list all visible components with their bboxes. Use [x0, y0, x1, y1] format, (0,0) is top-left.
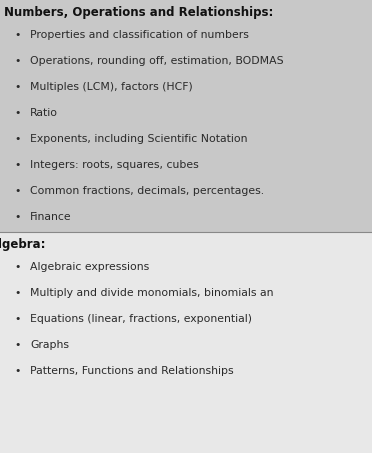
Text: Exponents, including Scientific Notation: Exponents, including Scientific Notation — [30, 134, 247, 144]
Text: Multiples (LCM), factors (HCF): Multiples (LCM), factors (HCF) — [30, 82, 193, 92]
Text: Common fractions, decimals, percentages.: Common fractions, decimals, percentages. — [30, 186, 264, 196]
Text: Numbers, Operations and Relationships:: Numbers, Operations and Relationships: — [4, 6, 273, 19]
Text: Equations (linear, fractions, exponential): Equations (linear, fractions, exponentia… — [30, 314, 252, 324]
Text: •: • — [15, 160, 21, 170]
Text: •: • — [15, 340, 21, 350]
Text: Algebraic expressions: Algebraic expressions — [30, 262, 149, 272]
Text: •: • — [15, 262, 21, 272]
Text: •: • — [15, 108, 21, 118]
Text: Multiply and divide monomials, binomials an: Multiply and divide monomials, binomials… — [30, 288, 273, 298]
Text: lgebra:: lgebra: — [0, 238, 45, 251]
Text: Finance: Finance — [30, 212, 72, 222]
Text: •: • — [15, 134, 21, 144]
Text: •: • — [15, 56, 21, 66]
Text: Graphs: Graphs — [30, 340, 69, 350]
Text: Patterns, Functions and Relationships: Patterns, Functions and Relationships — [30, 366, 234, 376]
Text: Properties and classification of numbers: Properties and classification of numbers — [30, 30, 249, 40]
Text: •: • — [15, 314, 21, 324]
Text: •: • — [15, 212, 21, 222]
Text: •: • — [15, 186, 21, 196]
Text: Operations, rounding off, estimation, BODMAS: Operations, rounding off, estimation, BO… — [30, 56, 283, 66]
Text: •: • — [15, 366, 21, 376]
Text: •: • — [15, 30, 21, 40]
Text: •: • — [15, 288, 21, 298]
Text: •: • — [15, 82, 21, 92]
Text: Ratio: Ratio — [30, 108, 58, 118]
Bar — [0, 0, 372, 232]
Text: Integers: roots, squares, cubes: Integers: roots, squares, cubes — [30, 160, 199, 170]
